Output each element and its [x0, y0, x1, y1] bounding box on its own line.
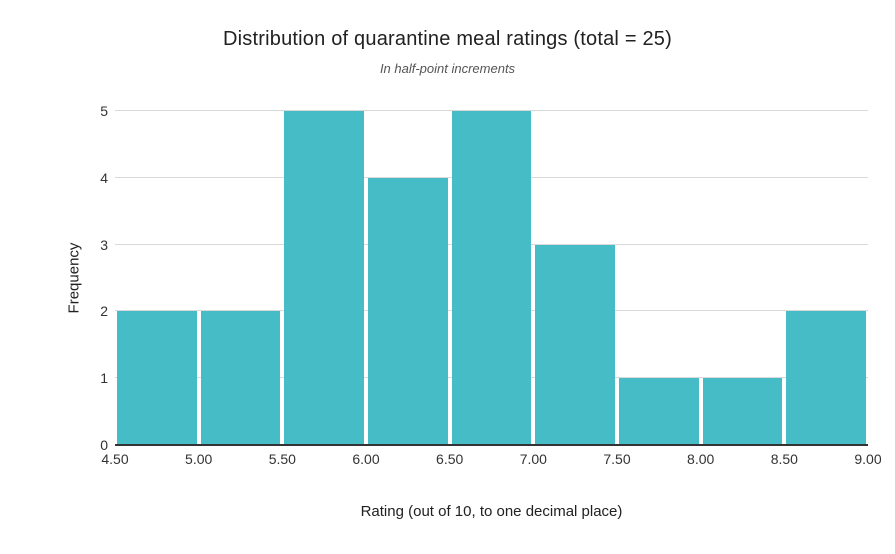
x-tick-label: 5.50 — [268, 451, 296, 467]
x-tick-label: 7.50 — [603, 451, 631, 467]
x-tick-label: 5.00 — [185, 451, 213, 467]
x-tick-label: 8.50 — [770, 451, 798, 467]
y-tick-label: 4 — [100, 169, 108, 186]
x-tick-label: 6.50 — [436, 451, 464, 467]
histogram-bar — [284, 111, 364, 445]
x-tick-label: 8.00 — [687, 451, 715, 467]
histogram-bar — [786, 311, 866, 445]
histogram-bar — [117, 311, 197, 445]
y-tick-label: 1 — [100, 370, 108, 387]
chart-title: Distribution of quarantine meal ratings … — [223, 28, 672, 50]
histogram-bar — [618, 378, 699, 445]
histogram-bar — [451, 111, 532, 445]
x-tick-label: 7.00 — [519, 451, 547, 467]
y-tick-label: 3 — [100, 236, 108, 253]
x-tick-label: 9.00 — [854, 451, 882, 467]
x-tick-label: 6.00 — [352, 451, 380, 467]
chart-subtitle: In half-point increments — [379, 61, 516, 76]
x-axis-line — [115, 444, 868, 446]
plot-area — [115, 110, 868, 446]
y-tick-label: 5 — [100, 103, 108, 119]
x-axis-title: Rating (out of 10, to one decimal place) — [360, 503, 623, 520]
histogram-bar — [702, 378, 783, 445]
y-tick-label: 0 — [100, 437, 108, 453]
histogram-bar — [535, 244, 615, 445]
histogram-bar — [200, 311, 281, 445]
x-tick-label: 4.50 — [101, 451, 129, 467]
gridline — [115, 110, 868, 111]
y-tick-label: 2 — [100, 303, 108, 320]
histogram-bar — [367, 177, 448, 445]
